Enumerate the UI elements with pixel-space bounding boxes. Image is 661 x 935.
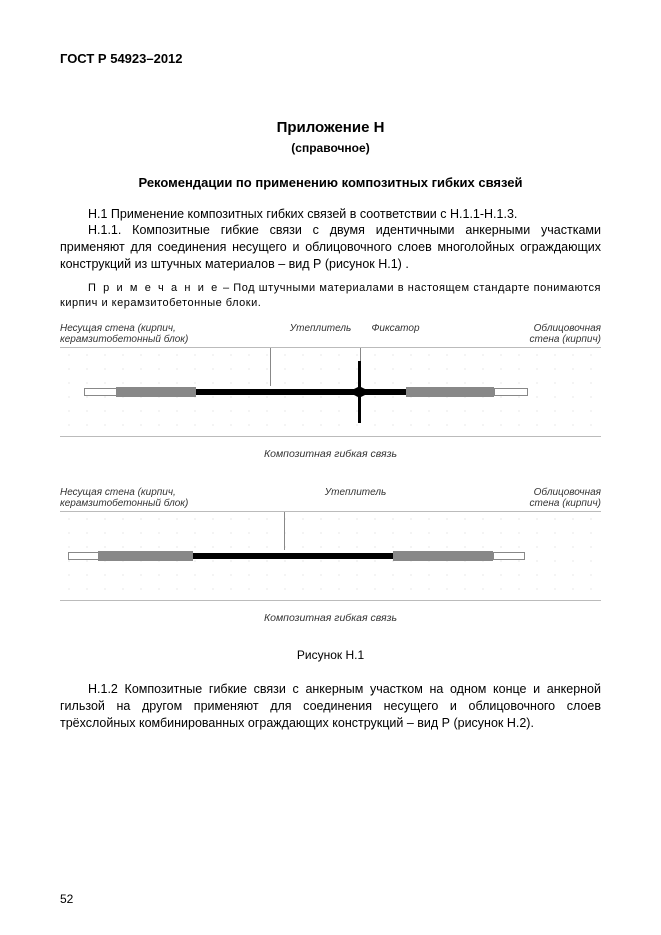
diagram-1	[60, 347, 601, 437]
section-title: Рекомендации по применению композитных г…	[60, 174, 601, 192]
tie-rod	[196, 389, 406, 395]
fixator-wing-right	[361, 387, 371, 397]
paragraph-h1: Н.1 Применение композитных гибких связей…	[60, 206, 601, 223]
page: ГОСТ Р 54923–2012 Приложение Н (справочн…	[0, 0, 661, 935]
anchor-sand-right-2	[393, 551, 493, 561]
appendix-title: Приложение Н	[60, 118, 601, 138]
anchor-sand-left	[116, 387, 196, 397]
label-fixator: Фиксатор	[361, 323, 431, 345]
anchor-cap-left	[84, 388, 118, 396]
page-number: 52	[60, 891, 73, 907]
paragraph-h1-2: Н.1.2 Композитные гибкие связи с анкерны…	[60, 681, 601, 732]
figure-title: Рисунок Н.1	[60, 647, 601, 663]
anchor-cap-left-2	[68, 552, 100, 560]
tie-rod-2	[193, 553, 393, 559]
anchor-cap-right	[494, 388, 528, 396]
label-bearing-wall: Несущая стена (кирпич, керамзитобетонный…	[60, 323, 210, 345]
note: П р и м е ч а н и е – Под штучными матер…	[60, 281, 601, 311]
figure-2-labels: Несущая стена (кирпич, керамзитобетонный…	[60, 487, 601, 509]
leader-line-insulation	[270, 348, 271, 386]
figure-2-caption: Композитная гибкая связь	[60, 611, 601, 625]
figure-1: Несущая стена (кирпич, керамзитобетонный…	[60, 323, 601, 461]
leader-line-insulation-2	[284, 512, 285, 550]
appendix-subtitle: (справочное)	[60, 140, 601, 156]
fixator-wing-left	[348, 387, 358, 397]
anchor-sand-left-2	[98, 551, 193, 561]
label-insulation-2: Утеплитель	[316, 487, 396, 509]
label-facing-wall: Облицовочная стена (кирпич)	[501, 323, 601, 345]
figure-1-labels: Несущая стена (кирпич, керамзитобетонный…	[60, 323, 601, 345]
label-insulation: Утеплитель	[281, 323, 361, 345]
note-label: П р и м е ч а н и е	[88, 282, 219, 294]
anchor-sand-right	[406, 387, 494, 397]
label-bearing-wall-2: Несущая стена (кирпич, керамзитобетонный…	[60, 487, 210, 509]
figure-2: Несущая стена (кирпич, керамзитобетонный…	[60, 487, 601, 625]
document-id: ГОСТ Р 54923–2012	[60, 50, 601, 68]
tie-assembly-1	[60, 387, 601, 397]
label-facing-wall-2: Облицовочная стена (кирпич)	[501, 487, 601, 509]
anchor-cap-right-2	[493, 552, 525, 560]
diagram-2	[60, 511, 601, 601]
figure-1-caption: Композитная гибкая связь	[60, 447, 601, 461]
paragraph-h1-1: Н.1.1. Композитные гибкие связи с двумя …	[60, 222, 601, 273]
fixator-bar	[358, 361, 361, 423]
tie-assembly-2	[60, 551, 601, 561]
